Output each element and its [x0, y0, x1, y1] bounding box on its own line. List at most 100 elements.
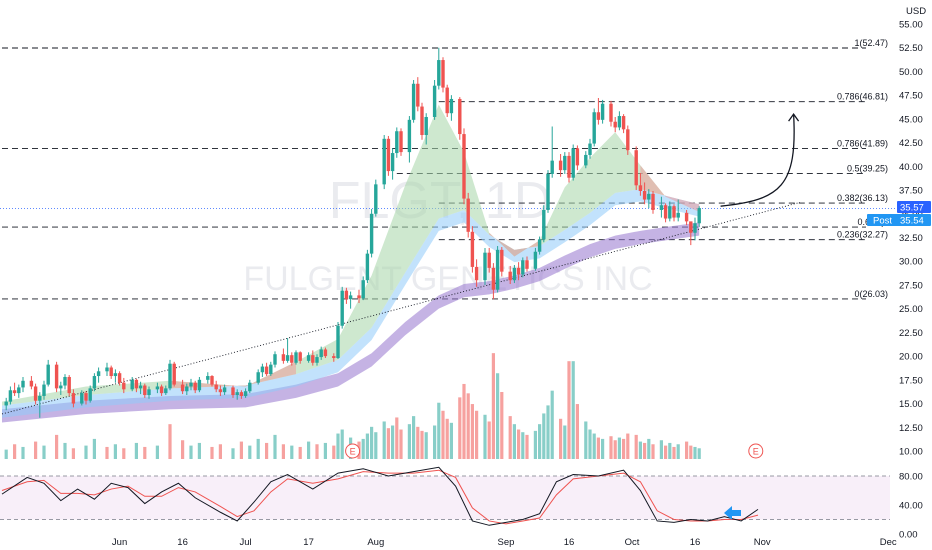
- volume-bar: [596, 437, 600, 459]
- candle-body: [567, 155, 571, 178]
- candle-body: [180, 384, 185, 392]
- candle-body: [248, 382, 252, 392]
- volume-bar: [34, 441, 38, 459]
- candle-body: [38, 395, 42, 401]
- candle-body: [344, 290, 349, 300]
- volume-bar: [647, 438, 651, 459]
- candle-body: [663, 205, 668, 219]
- candle-body: [206, 376, 210, 380]
- volume-bar: [664, 445, 668, 459]
- volume-bar: [340, 429, 344, 459]
- candle-body: [231, 387, 235, 396]
- volume-bar: [210, 446, 214, 459]
- candle-body: [311, 355, 315, 363]
- candle-body: [294, 352, 298, 363]
- candle-body: [432, 85, 437, 117]
- time-tick-label: 17: [303, 537, 314, 548]
- volume-bar: [84, 445, 88, 459]
- volume-bar: [143, 446, 147, 459]
- earnings-marker-label: E: [350, 447, 356, 457]
- candle-body: [647, 193, 651, 200]
- post-badge-value: 35.54: [900, 216, 924, 227]
- volume-bar: [634, 434, 638, 459]
- volume-bar: [521, 432, 525, 459]
- volume-bar: [315, 444, 319, 459]
- candle-body: [365, 253, 370, 281]
- volume-bar: [487, 421, 491, 459]
- earnings-marker: [345, 443, 361, 459]
- candle-body: [693, 223, 697, 233]
- volume-bar: [231, 448, 235, 459]
- time-tick-label: Dec: [880, 537, 897, 548]
- candle-body: [676, 212, 680, 218]
- candle-body: [80, 393, 84, 404]
- candle-body: [155, 386, 160, 390]
- ema-fast-up-ribbon: [245, 104, 515, 387]
- candle-body: [88, 388, 92, 401]
- candle-body: [143, 385, 147, 396]
- fibonacci-levels: 1(52.47) 0.786(46.81) 0.786(41.89) 0.5(39.2…: [0, 38, 895, 300]
- candle-body: [386, 138, 391, 172]
- volume-bar: [462, 383, 466, 459]
- candle-body: [168, 363, 172, 389]
- volume-bar: [395, 417, 399, 459]
- price-tick-label: 22.50: [899, 328, 923, 339]
- candle-body: [672, 206, 676, 218]
- candle-body: [495, 249, 500, 290]
- candle-body: [130, 379, 134, 390]
- volume-bar: [685, 441, 689, 459]
- candle-body: [533, 251, 538, 269]
- ema-fast-up-ribbon: [514, 132, 666, 257]
- price-tick-label: 52.50: [899, 43, 923, 54]
- candle-body: [374, 184, 378, 214]
- volume-bar: [449, 422, 453, 459]
- candle-body: [668, 206, 672, 219]
- candle-body: [508, 271, 512, 281]
- price-tick-label: 37.50: [899, 186, 923, 197]
- volume-bar: [525, 434, 529, 459]
- candle-body: [336, 325, 340, 359]
- price-tick-label: 20.00: [899, 352, 923, 363]
- candle-body: [332, 356, 336, 359]
- price-tick-label: 10.00: [899, 447, 923, 458]
- candle-body: [500, 249, 504, 272]
- volume-bar: [672, 446, 676, 459]
- candle-body: [550, 160, 554, 174]
- candle-body: [71, 393, 76, 404]
- candle-body: [185, 386, 189, 392]
- volume-bar: [55, 434, 59, 459]
- fib-label: 0(26.03): [854, 289, 888, 299]
- candle-body: [521, 260, 525, 275]
- price-tick-label: 45.00: [899, 114, 923, 125]
- price-badge-value: 35.57: [900, 203, 924, 214]
- volume-bar: [281, 444, 285, 459]
- candle-body: [584, 154, 588, 166]
- candle-body: [424, 116, 428, 136]
- candle-body: [281, 354, 286, 361]
- volume-bar: [622, 438, 626, 459]
- candle-body: [638, 185, 643, 192]
- candle-body: [4, 401, 8, 406]
- price-tick-label: 50.00: [899, 67, 923, 78]
- candle-body: [474, 266, 479, 281]
- candle-body: [264, 366, 269, 375]
- candle-body: [105, 367, 109, 372]
- volume-bar: [336, 433, 340, 459]
- candle-body: [54, 364, 59, 389]
- time-tick-label: 16: [564, 537, 575, 548]
- volume-bar: [332, 445, 336, 459]
- volume-bar: [63, 442, 67, 459]
- blue-arrow-icon: [724, 506, 741, 520]
- candle-body: [239, 392, 244, 396]
- candle-body: [63, 376, 67, 386]
- price-tick-label: 47.50: [899, 91, 923, 102]
- price-tick-label: 12.50: [899, 423, 923, 434]
- candle-body: [395, 131, 399, 154]
- candle-body: [323, 349, 328, 357]
- volume-bar: [458, 397, 462, 459]
- volume-bar: [643, 442, 647, 459]
- candle-body: [596, 112, 601, 120]
- time-tick-label: 16: [690, 537, 701, 548]
- candle-body: [42, 384, 46, 396]
